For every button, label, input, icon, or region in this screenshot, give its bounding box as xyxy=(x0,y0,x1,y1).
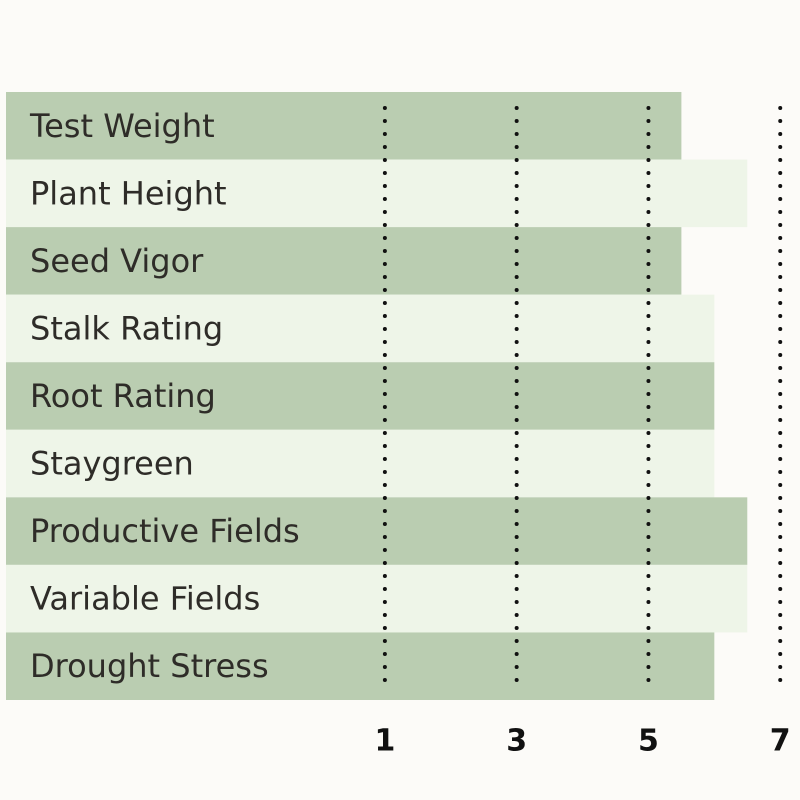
bar xyxy=(6,159,748,228)
bar xyxy=(6,564,748,633)
bar xyxy=(6,362,715,430)
x-tick-label: 3 xyxy=(506,724,527,759)
bar xyxy=(6,632,715,700)
category-label: Test Weight xyxy=(29,107,215,145)
category-label: Stalk Rating xyxy=(30,309,223,347)
category-label: Seed Vigor xyxy=(30,242,204,280)
x-tick-label: 7 xyxy=(770,724,791,759)
category-label: Root Rating xyxy=(30,377,216,415)
bar xyxy=(6,294,715,363)
x-tick-label: 1 xyxy=(374,724,395,759)
category-label: Plant Height xyxy=(30,174,227,212)
bar xyxy=(6,227,682,295)
x-tick-label: 5 xyxy=(638,724,659,759)
bar xyxy=(6,429,715,498)
bar xyxy=(6,497,748,565)
bar xyxy=(6,92,682,160)
category-label: Productive Fields xyxy=(30,512,300,550)
category-label: Staygreen xyxy=(30,445,194,483)
category-label: Variable Fields xyxy=(30,580,260,618)
category-label: Drought Stress xyxy=(30,647,269,685)
